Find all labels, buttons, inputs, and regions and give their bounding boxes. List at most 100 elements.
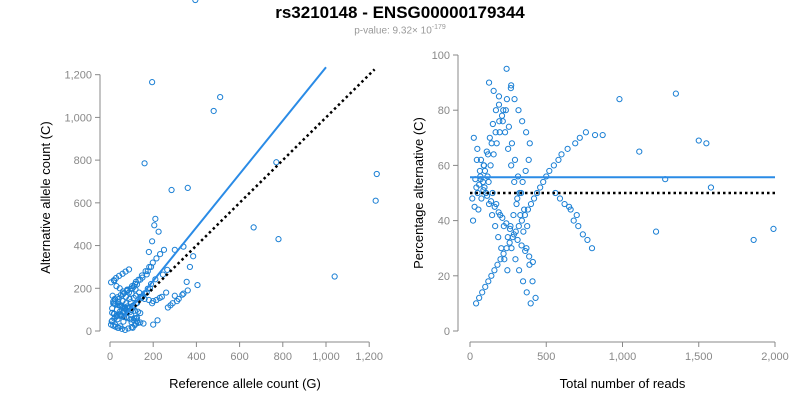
data-point (116, 285, 123, 292)
data-point (501, 256, 508, 263)
data-point (481, 184, 488, 191)
data-point (489, 189, 496, 197)
data-point (478, 195, 485, 202)
data-point (520, 228, 527, 235)
data-point (153, 296, 160, 304)
data-point (373, 170, 380, 178)
data-point (190, 253, 197, 260)
panel-right: 0 500 1,000 1,500 2,000 0 20 40 60 80 100 Total num… (411, 50, 789, 391)
data-point (481, 167, 489, 175)
data-point (527, 200, 535, 208)
y-tick-label: 80 (438, 105, 450, 117)
data-point (194, 281, 201, 289)
data-point (524, 206, 532, 213)
y-tick-label: 60 (438, 160, 450, 172)
y-tick-label: 1,000 (64, 112, 92, 124)
data-point (119, 297, 126, 305)
data-point (127, 299, 134, 306)
data-point (135, 276, 142, 283)
data-point (160, 246, 168, 253)
pvalue-text: p-value: 9.32× 10 (354, 25, 432, 37)
panel-left: 0 200 400 600 800 1,000 1,200 0 200 400 600 800 1,00… (38, 0, 383, 391)
data-point (164, 304, 171, 311)
data-point (517, 189, 525, 197)
x-tick-label: 1,000 (312, 351, 340, 363)
y-tick-label: 100 (432, 50, 450, 62)
data-point (372, 197, 379, 204)
data-point (152, 215, 159, 222)
x-tick-label: 1,200 (355, 351, 383, 363)
data-point (672, 90, 679, 97)
data-point (572, 140, 579, 147)
x-tick-label: 0 (107, 351, 113, 363)
data-point (527, 300, 534, 307)
data-point (707, 184, 715, 191)
data-point (521, 206, 528, 213)
data-point (479, 289, 486, 296)
data-point (529, 258, 536, 266)
data-point (141, 160, 148, 167)
chart-subtitle: p-value: 9.32× 10-179 (0, 24, 800, 36)
data-point (529, 278, 536, 285)
data-point (515, 107, 522, 114)
data-point (510, 231, 518, 238)
data-point (128, 319, 135, 326)
data-point (492, 107, 500, 114)
data-point (138, 272, 146, 279)
data-point (495, 93, 503, 100)
data-point (145, 248, 152, 256)
data-point (484, 151, 492, 158)
data-point (473, 300, 480, 307)
data-point (108, 318, 115, 325)
y-tick-label: 800 (74, 155, 92, 167)
data-point (526, 261, 533, 268)
data-point (582, 129, 590, 136)
data-point (540, 178, 547, 186)
data-point (525, 156, 532, 163)
data-point (526, 140, 533, 147)
data-point (546, 167, 553, 175)
data-point (599, 131, 606, 139)
data-point (113, 306, 121, 313)
data-point (492, 129, 499, 136)
data-point (125, 289, 133, 296)
data-point (183, 278, 190, 285)
data-point (575, 223, 582, 230)
data-point (492, 223, 499, 230)
data-point (184, 287, 191, 294)
data-point (473, 156, 480, 163)
data-point (530, 195, 538, 202)
data-point (507, 223, 514, 230)
data-point (523, 129, 530, 136)
data-point (171, 292, 178, 299)
data-point (150, 321, 157, 328)
data-point (491, 267, 498, 274)
data-point (750, 236, 757, 244)
data-point (512, 256, 519, 263)
data-point (537, 184, 544, 191)
data-point (508, 162, 515, 169)
data-point (474, 189, 481, 197)
data-point (505, 145, 512, 152)
data-point (526, 253, 533, 260)
chart-title: rs3210148 - ENSG00000179344 (275, 3, 525, 22)
data-point (558, 151, 565, 158)
y-tick-label: 400 (74, 241, 92, 253)
y-tick-label: 40 (438, 216, 450, 228)
data-point (508, 140, 516, 147)
data-point (331, 273, 338, 280)
data-point (522, 247, 529, 255)
data-point (576, 134, 583, 141)
y-tick-label: 0 (86, 326, 92, 338)
data-point (180, 290, 187, 297)
data-point (125, 266, 133, 273)
data-point (588, 245, 596, 252)
x-tick-label: 2,000 (761, 351, 789, 363)
data-point (157, 251, 164, 258)
data-point (217, 94, 224, 101)
data-point (506, 225, 514, 232)
data-point (579, 231, 586, 238)
y-axis-title: Alternative allele count (C) (38, 121, 53, 273)
x-tick-label: 800 (274, 351, 292, 363)
data-point (210, 107, 217, 115)
